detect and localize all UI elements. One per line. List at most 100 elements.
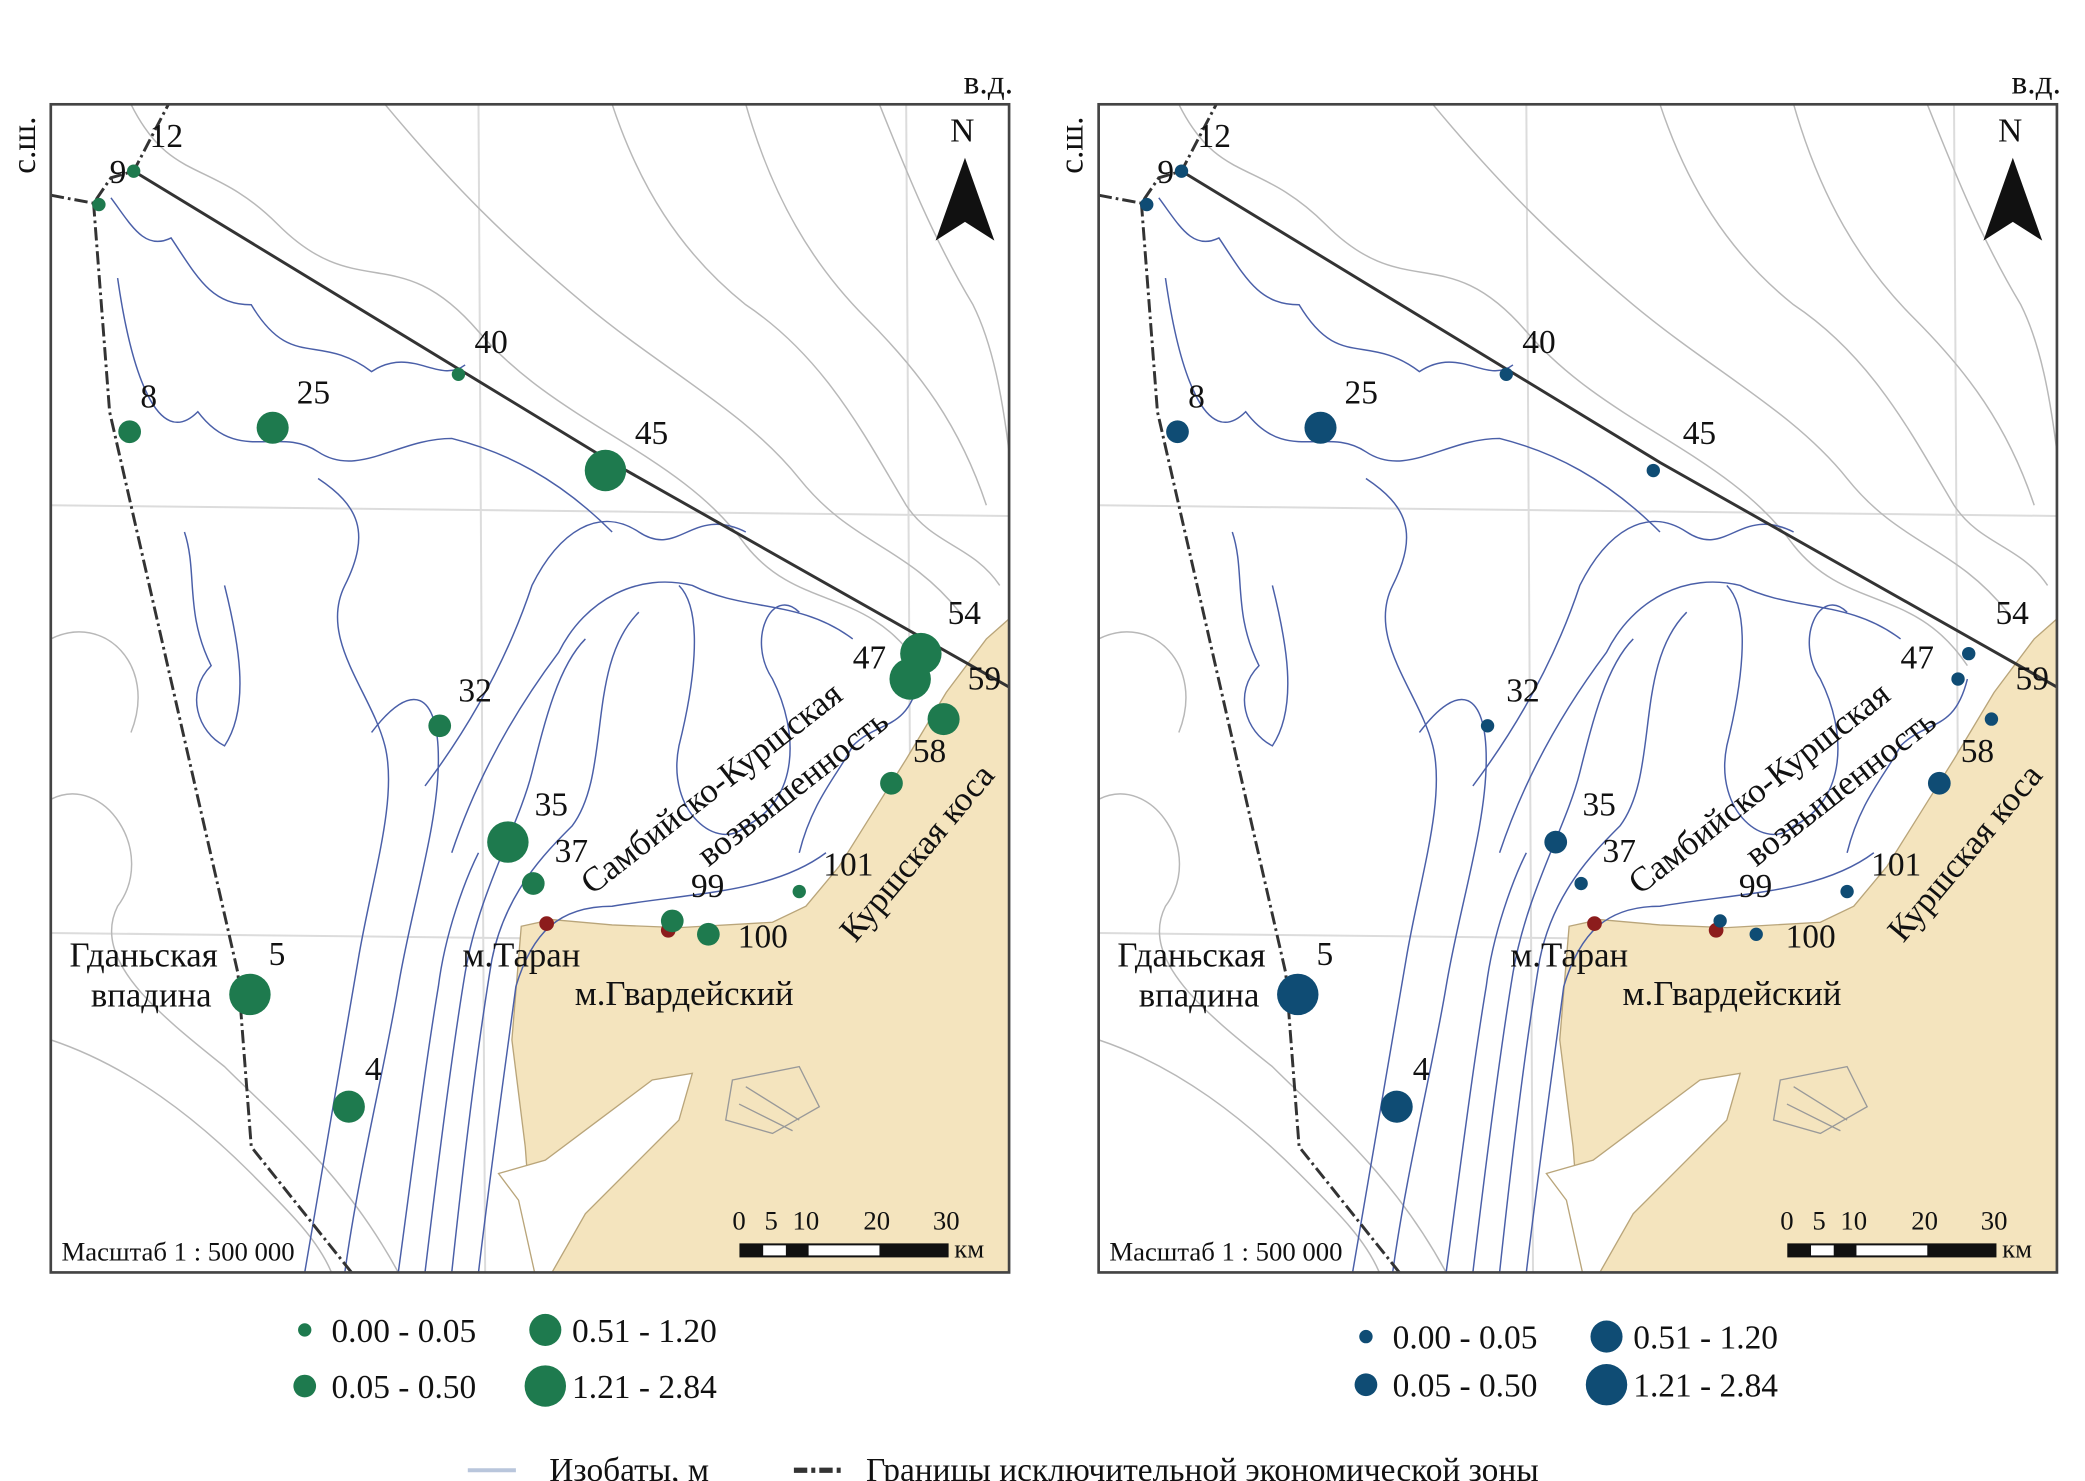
eez-legend-label: Границы исключительной экономической зон… <box>866 1452 1539 1481</box>
station-100-marker[interactable] <box>1749 927 1763 941</box>
north-label: N <box>950 113 974 150</box>
station-59-marker[interactable] <box>1984 712 1999 726</box>
station-4-marker[interactable] <box>1380 1090 1413 1123</box>
station-40-label: 40 <box>474 324 507 361</box>
scale-tick: 5 <box>1812 1206 1825 1236</box>
legend-symbol-2 <box>529 1313 562 1346</box>
bottom-legend: Изобаты, м Границы исключительной эконом… <box>467 1452 1539 1481</box>
legend-symbol-2 <box>1590 1320 1623 1353</box>
station-25-label: 25 <box>1345 375 1378 412</box>
basemap <box>49 102 1011 1274</box>
legend-class-label: 0.00 - 0.05 <box>331 1313 476 1350</box>
station-47-marker[interactable] <box>1951 672 1965 686</box>
station-59-marker[interactable] <box>927 703 960 736</box>
place-cape-taran: м.Таран <box>1510 935 1628 974</box>
isobath-legend-label: Изобаты, м <box>549 1452 709 1481</box>
station-9-label: 9 <box>1157 154 1174 191</box>
map-right: с.ш. в.д. N Гданьская впадина Самбийско-… <box>1054 65 2061 1274</box>
station-54-label: 54 <box>1995 595 2029 632</box>
station-40-marker[interactable] <box>451 367 466 381</box>
station-32-marker[interactable] <box>1480 719 1495 733</box>
station-12-marker[interactable] <box>1174 164 1189 178</box>
place-cape-taran: м.Таран <box>462 935 580 974</box>
cape-marker <box>539 916 554 931</box>
station-32-marker[interactable] <box>428 714 452 738</box>
place-gdansk-2: впадина <box>91 975 212 1014</box>
station-9-marker[interactable] <box>1140 197 1154 212</box>
station-35-marker[interactable] <box>1544 830 1568 854</box>
legend-left: 0.00 - 0.05 0.05 - 0.50 0.51 - 1.20 1.21 - … <box>293 1313 717 1407</box>
station-40-marker[interactable] <box>1499 367 1513 381</box>
place-cape-gvardeysky: м.Гвардейский <box>1623 974 1842 1013</box>
station-99-marker[interactable] <box>660 909 684 933</box>
scale-tick: 0 <box>732 1206 745 1236</box>
place-gdansk-2: впадина <box>1139 975 1260 1014</box>
scale-tick: 5 <box>765 1206 778 1236</box>
legend-class-label: 0.51 - 1.20 <box>1633 1320 1778 1357</box>
map-left: с.ш. в.д. N Гданьская впадина Самбийско-… <box>6 65 1013 1274</box>
station-45-marker[interactable] <box>1646 463 1660 478</box>
legend-class-label: 0.05 - 0.50 <box>1393 1368 1538 1405</box>
legend-class-label: 1.21 - 2.84 <box>1633 1368 1778 1405</box>
legend-right: 0.00 - 0.05 0.05 - 0.50 0.51 - 1.20 1.21 - … <box>1354 1320 1778 1406</box>
station-54-marker[interactable] <box>1962 646 1976 661</box>
station-8-label: 8 <box>140 379 157 416</box>
legend-class-label: 0.00 - 0.05 <box>1393 1320 1538 1357</box>
station-5-marker[interactable] <box>229 973 271 1016</box>
station-58-marker[interactable] <box>1927 771 1951 795</box>
lat-label: с.ш. <box>1054 117 1091 174</box>
scale-tick: 30 <box>1981 1206 2008 1236</box>
station-25-marker[interactable] <box>1304 411 1337 444</box>
legend-symbol-1 <box>293 1374 317 1398</box>
station-58-marker[interactable] <box>880 771 903 795</box>
station-101-label: 101 <box>823 846 873 883</box>
station-32-label: 32 <box>1506 673 1539 710</box>
station-100-marker[interactable] <box>697 922 720 946</box>
station-45-label: 45 <box>635 415 668 452</box>
station-59-label: 59 <box>968 661 1001 698</box>
station-12-label: 12 <box>150 118 183 155</box>
scale-tick: 0 <box>1780 1206 1793 1236</box>
scale-ratio: Масштаб 1 : 500 000 <box>61 1236 294 1266</box>
scale-tick: 10 <box>1840 1206 1867 1236</box>
legend-symbol-0 <box>1359 1329 1373 1344</box>
station-5-marker[interactable] <box>1277 973 1319 1016</box>
station-45-marker[interactable] <box>584 449 627 492</box>
legend-class-label: 1.21 - 2.84 <box>572 1369 717 1406</box>
station-100-label: 100 <box>738 919 788 956</box>
cape-marker <box>1587 916 1602 931</box>
station-47-marker[interactable] <box>889 658 931 700</box>
place-gdansk-1: Гданьская <box>1117 935 1265 974</box>
lon-label: в.д. <box>2011 65 2060 102</box>
station-8-marker[interactable] <box>118 420 142 444</box>
legend-symbol-1 <box>1354 1373 1378 1397</box>
place-gdansk-1: Гданьская <box>70 935 218 974</box>
station-58-label: 58 <box>913 733 946 770</box>
lon-label: в.д. <box>964 65 1013 102</box>
station-37-label: 37 <box>1603 833 1636 870</box>
station-101-marker[interactable] <box>1840 884 1854 899</box>
station-54-label: 54 <box>948 595 982 632</box>
station-101-marker[interactable] <box>792 884 806 899</box>
scale-bar: 0 5 10 20 30 км <box>732 1206 984 1264</box>
station-4-marker[interactable] <box>332 1090 365 1123</box>
basemap <box>1097 102 2059 1274</box>
station-32-label: 32 <box>458 673 491 710</box>
station-99-marker[interactable] <box>1713 914 1727 928</box>
station-35-marker[interactable] <box>487 821 529 863</box>
station-12-marker[interactable] <box>126 164 141 178</box>
scale-tick: 20 <box>1911 1206 1938 1236</box>
station-35-label: 35 <box>1582 786 1615 823</box>
station-5-label: 5 <box>269 936 286 973</box>
station-37-marker[interactable] <box>521 872 545 895</box>
scale-unit: км <box>954 1234 984 1264</box>
station-9-marker[interactable] <box>92 197 106 212</box>
station-25-marker[interactable] <box>256 411 289 444</box>
station-37-marker[interactable] <box>1574 876 1588 891</box>
station-8-label: 8 <box>1188 379 1205 416</box>
station-8-marker[interactable] <box>1166 420 1189 444</box>
place-cape-gvardeysky: м.Гвардейский <box>575 974 794 1013</box>
station-40-label: 40 <box>1522 324 1555 361</box>
legend-class-label: 0.51 - 1.20 <box>572 1313 717 1350</box>
station-47-label: 47 <box>853 639 886 676</box>
